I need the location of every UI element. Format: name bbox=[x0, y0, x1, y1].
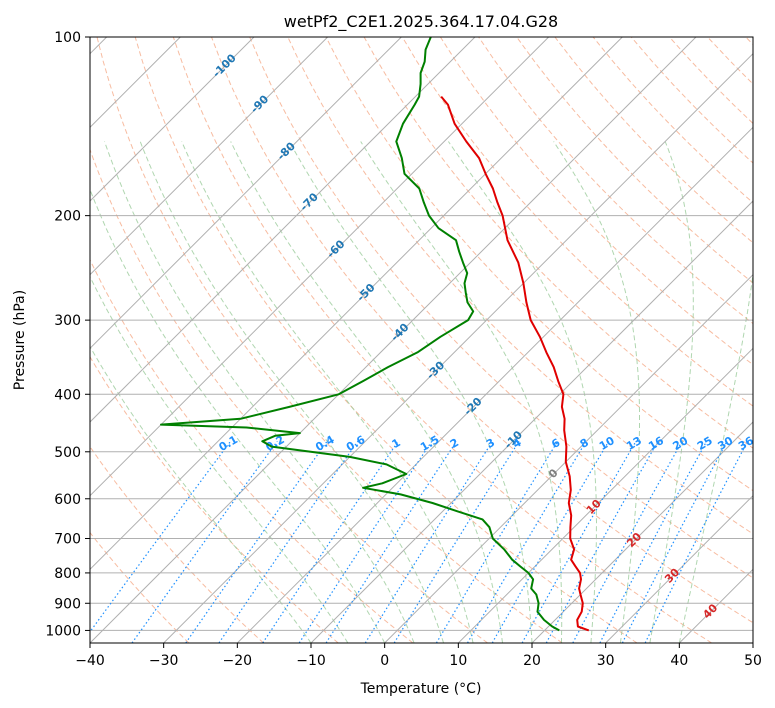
x-tick-label: 50 bbox=[744, 653, 762, 669]
dry-adiabat bbox=[90, 445, 264, 643]
mixing-ratio-line bbox=[466, 440, 587, 643]
mixing-ratio-line bbox=[521, 440, 637, 643]
dry-adiabat bbox=[249, 37, 753, 579]
dry-adiabat bbox=[96, 37, 563, 643]
dry-adiabat bbox=[439, 37, 753, 366]
isotherm-line bbox=[90, 37, 255, 202]
dewpoint-profile bbox=[160, 37, 560, 632]
x-tick-label: 0 bbox=[380, 653, 389, 669]
isotherm-line bbox=[90, 37, 697, 643]
dry-adiabat bbox=[90, 148, 488, 643]
x-tick-label: 30 bbox=[597, 653, 615, 669]
mixing-ratio-line bbox=[393, 440, 520, 643]
isotherm-line bbox=[605, 494, 753, 643]
x-tick-label: 20 bbox=[523, 653, 541, 669]
x-tick-label: −40 bbox=[75, 653, 105, 669]
mixing-ratio-label: 36 bbox=[736, 434, 756, 453]
mixing-ratio-line bbox=[435, 440, 559, 643]
y-tick-label: 1000 bbox=[45, 623, 81, 639]
dry-adiabat bbox=[90, 531, 190, 643]
mixing-ratio-line bbox=[491, 440, 610, 643]
mixing-ratio-line bbox=[298, 440, 433, 643]
x-tick-label: 40 bbox=[670, 653, 688, 669]
y-tick-label: 900 bbox=[54, 596, 81, 612]
y-tick-label: 600 bbox=[54, 492, 81, 508]
mixing-ratio-line bbox=[572, 441, 683, 643]
dry-adiabat bbox=[211, 37, 753, 624]
dry-adiabat bbox=[325, 37, 753, 492]
isotherm-line bbox=[531, 421, 753, 643]
dry-adiabat bbox=[90, 355, 339, 643]
x-axis-label: Temperature (°C) bbox=[360, 681, 482, 697]
chart-title: wetPf2_C2E1.2025.364.17.04.G28 bbox=[284, 12, 558, 32]
y-tick-label: 200 bbox=[54, 209, 81, 225]
mixing-ratio-line bbox=[545, 440, 659, 643]
mixing-ratio-line bbox=[90, 440, 232, 633]
dry-adiabat bbox=[134, 37, 638, 643]
y-axis-ticks: 1000 900 800 700 600 500 400 300 200 100 bbox=[45, 30, 90, 639]
x-axis-ticks: −40 −30 −20 −10 0 10 20 30 40 50 bbox=[75, 643, 762, 669]
y-tick-label: 100 bbox=[54, 30, 81, 46]
mixing-ratio-line bbox=[325, 440, 458, 643]
isotherm-line bbox=[90, 37, 476, 423]
y-tick-label: 800 bbox=[54, 566, 81, 582]
isotherm-line bbox=[90, 37, 623, 571]
dry-adiabat bbox=[401, 37, 753, 407]
isotherm-line bbox=[90, 37, 402, 350]
x-tick-label: −20 bbox=[223, 653, 253, 669]
y-tick-label: 500 bbox=[54, 445, 81, 461]
mixing-ratio-line bbox=[364, 440, 494, 643]
sounding-profiles bbox=[160, 37, 590, 632]
isotherm-line bbox=[163, 52, 753, 643]
x-tick-label: −10 bbox=[296, 653, 326, 669]
isotherm-line bbox=[90, 37, 550, 497]
mixing-ratio-line bbox=[262, 440, 399, 643]
mixing-ratio-line bbox=[131, 440, 278, 643]
x-tick-label: 10 bbox=[449, 653, 467, 669]
isotherm-line bbox=[90, 37, 329, 276]
dry-adiabat bbox=[172, 37, 712, 643]
isotherm-line bbox=[384, 273, 753, 643]
y-axis-label: Pressure (hPa) bbox=[12, 290, 28, 390]
isotherm-line bbox=[457, 347, 753, 643]
mixing-ratio-line bbox=[218, 440, 359, 643]
y-tick-label: 400 bbox=[54, 387, 81, 403]
mixing-ratio-line bbox=[185, 440, 328, 643]
temperature-profile bbox=[440, 95, 590, 632]
y-tick-label: 700 bbox=[54, 532, 81, 548]
isotherm-line bbox=[310, 200, 753, 643]
x-tick-label: −30 bbox=[149, 653, 179, 669]
dry-adiabat bbox=[516, 37, 753, 284]
plot-frame bbox=[89, 36, 754, 644]
y-tick-label: 300 bbox=[54, 313, 81, 329]
